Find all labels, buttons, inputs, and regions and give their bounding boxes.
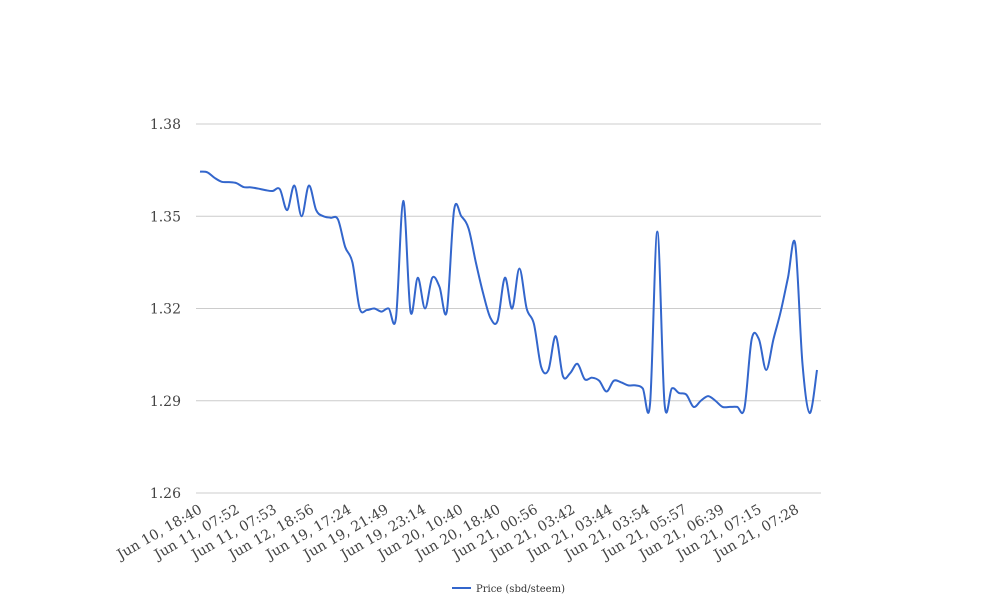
y-tick-label: 1.35 [150, 209, 181, 225]
y-tick-label: 1.38 [150, 117, 181, 133]
legend-label: Price (sbd/steem) [476, 584, 565, 595]
y-tick-label: 1.32 [150, 302, 181, 318]
series-lines [199, 170, 818, 415]
y-tick-label: 1.29 [150, 394, 181, 410]
y-axis-tick-labels: 1.26 1.29 1.32 1.35 1.38 [150, 117, 181, 502]
legend: Price (sbd/steem) [452, 584, 565, 595]
y-tick-label: 1.26 [150, 486, 181, 502]
series-line-price [199, 170, 818, 415]
gridlines [196, 123, 821, 494]
